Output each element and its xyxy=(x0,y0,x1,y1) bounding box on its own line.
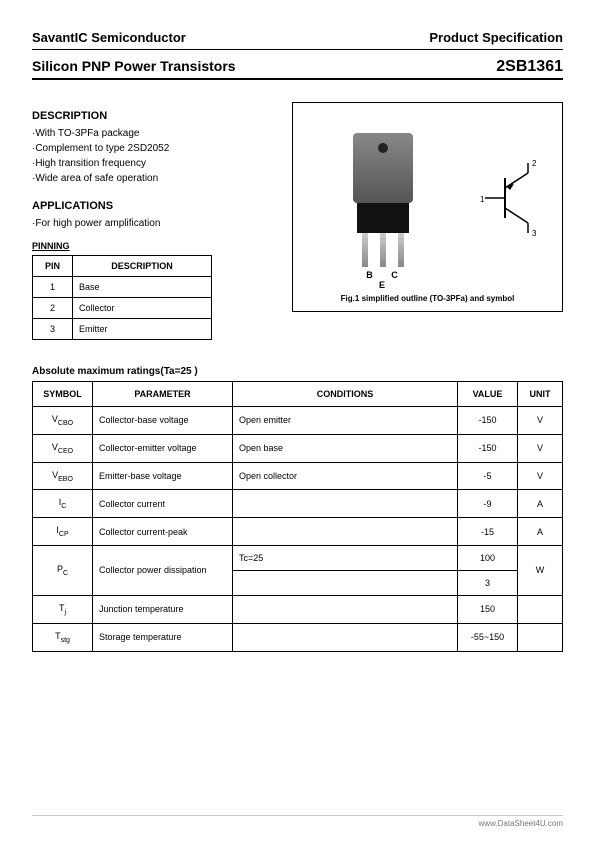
pin-col-header: PIN xyxy=(33,256,73,277)
svg-text:3: 3 xyxy=(532,229,537,238)
table-row: VCEO Collector-emitter voltageOpen base … xyxy=(33,434,563,462)
lead-labels: B C E xyxy=(353,270,413,290)
figure-box: B C E 1 2 3 Fig.1 simplified outline (TO… xyxy=(292,102,563,312)
ratings-table: SYMBOL PARAMETER CONDITIONS VALUE UNIT V… xyxy=(32,381,563,652)
svg-text:1: 1 xyxy=(480,195,485,204)
doc-type: Product Specification xyxy=(429,30,563,45)
table-row: PC Collector power dissipation Tc=25 100… xyxy=(33,545,563,570)
col-header: PARAMETER xyxy=(93,382,233,407)
col-header: UNIT xyxy=(518,382,563,407)
package-outline: B C E xyxy=(353,133,413,290)
description-heading: DESCRIPTION xyxy=(32,110,274,122)
divider-thick xyxy=(32,78,563,80)
desc-item: ·With TO-3PFa package xyxy=(32,126,274,141)
pinning-heading: PINNING xyxy=(32,241,274,251)
table-row: Tstg Storage temperature -55~150 xyxy=(33,623,563,651)
table-row: ICP Collector current-peak -15A xyxy=(33,518,563,546)
app-item: ·For high power amplification xyxy=(32,216,274,231)
ratings-heading: Absolute maximum ratings(Ta=25 ) xyxy=(32,366,563,377)
divider xyxy=(32,49,563,50)
svg-text:2: 2 xyxy=(532,159,537,168)
page-title: Silicon PNP Power Transistors xyxy=(32,58,236,74)
figure-caption: Fig.1 simplified outline (TO-3PFa) and s… xyxy=(293,294,562,303)
pin-col-header: DESCRIPTION xyxy=(73,256,212,277)
applications-heading: APPLICATIONS xyxy=(32,200,274,212)
desc-item: ·Wide area of safe operation xyxy=(32,171,274,186)
col-header: SYMBOL xyxy=(33,382,93,407)
table-row: 2Collector xyxy=(33,298,212,319)
table-row: VCBO Collector-base voltageOpen emitter … xyxy=(33,407,563,435)
table-row: IC Collector current -9A xyxy=(33,490,563,518)
desc-item: ·Complement to type 2SD2052 xyxy=(32,141,274,156)
table-row: Tj Junction temperature 150 xyxy=(33,595,563,623)
table-row: 3Emitter xyxy=(33,319,212,340)
table-row: VEBO Emitter-base voltageOpen collector … xyxy=(33,462,563,490)
col-header: CONDITIONS xyxy=(233,382,458,407)
pinning-table: PIN DESCRIPTION 1Base 2Collector 3Emitte… xyxy=(32,255,212,340)
company-name: SavantIC Semiconductor xyxy=(32,30,186,45)
footer-url: www.DataSheet4U.com xyxy=(32,815,563,828)
part-number: 2SB1361 xyxy=(496,58,563,76)
col-header: VALUE xyxy=(458,382,518,407)
table-row: 1Base xyxy=(33,277,212,298)
desc-item: ·High transition frequency xyxy=(32,156,274,171)
transistor-symbol-icon: 1 2 3 xyxy=(480,158,550,238)
